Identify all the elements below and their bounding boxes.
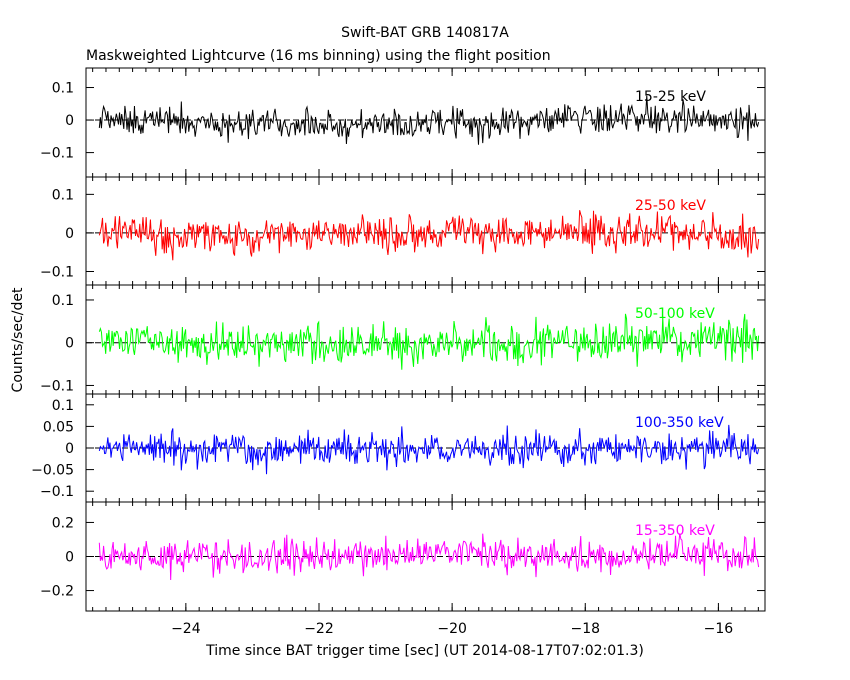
y-tick-label: −0.1 xyxy=(40,265,74,281)
y-tick-label: 0 xyxy=(65,550,74,566)
lightcurve-15-350-kev xyxy=(98,533,760,580)
y-tick-label: −0.1 xyxy=(40,146,74,162)
y-tick-label: −0.2 xyxy=(40,584,74,600)
panel-25-50-kev: 0.1 0 −0.1 25-50 keV xyxy=(40,176,766,286)
panel-label: 25-50 keV xyxy=(635,198,706,214)
y-tick-label: 0.1 xyxy=(52,398,74,414)
y-tick-label: −0.05 xyxy=(31,463,74,479)
panel-label: 15-25 keV xyxy=(635,89,706,105)
x-tick-label: −18 xyxy=(570,621,600,637)
panel-100-350-kev: 0.1 0.05 0 −0.05 −0.1 100-350 keV xyxy=(31,393,766,503)
panel-15-350-kev: 0.2 0 −0.2 15-350 keV xyxy=(40,501,766,612)
y-tick-label: −0.1 xyxy=(40,484,74,500)
panels-group: 0.1 0 −0.1 15-25 keV 0.1 0 −0.1 25-50 keV 0.1 0 −0… xyxy=(31,67,766,612)
chart-subtitle: Maskweighted Lightcurve (16 ms binning) … xyxy=(86,48,551,64)
panel-label: 50-100 keV xyxy=(635,306,715,322)
lightcurve-15-25-kev xyxy=(98,95,760,145)
chart-title: Swift-BAT GRB 140817A xyxy=(341,25,509,41)
y-tick-label: 0 xyxy=(65,113,74,129)
y-tick-label: 0.1 xyxy=(52,293,74,309)
y-tick-label: 0.1 xyxy=(52,81,74,97)
x-tick-label: −24 xyxy=(171,621,201,637)
x-axis: −24 −22 −20 −18 −16 xyxy=(171,621,733,637)
x-tick-label: −22 xyxy=(304,621,334,637)
y-axis-label: Counts/sec/det xyxy=(10,287,26,392)
y-tick-label: 0.1 xyxy=(52,187,74,203)
lightcurve-50-100-kev xyxy=(98,313,760,370)
y-tick-label: 0 xyxy=(65,226,74,242)
y-tick-label: 0.05 xyxy=(43,419,74,435)
x-tick-label: −20 xyxy=(437,621,467,637)
x-axis-label: Time since BAT trigger time [sec] (UT 20… xyxy=(205,643,644,659)
lightcurve-25-50-kev xyxy=(98,210,760,261)
y-tick-label: 0.2 xyxy=(52,515,74,531)
y-tick-label: 0 xyxy=(65,441,74,457)
lightcurve-100-350-kev xyxy=(98,424,760,475)
panel-label: 100-350 keV xyxy=(635,415,724,431)
y-tick-label: −0.1 xyxy=(40,378,74,394)
panel-15-25-kev: 0.1 0 −0.1 15-25 keV xyxy=(40,67,766,178)
panel-50-100-kev: 0.1 0 −0.1 50-100 keV xyxy=(40,284,766,395)
x-tick-label: −16 xyxy=(704,621,734,637)
panel-label: 15-350 keV xyxy=(635,523,715,539)
y-tick-label: 0 xyxy=(65,336,74,352)
